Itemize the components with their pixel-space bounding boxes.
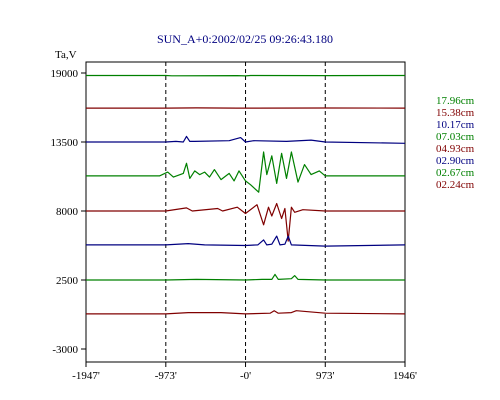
legend-item-07.03cm: 07.03cm xyxy=(436,131,475,143)
y-axis: 19000 13500 8000 2500 -3000 xyxy=(51,68,86,356)
legend-item-02.90cm: 02.90cm xyxy=(436,155,475,167)
legend-item-02.24cm: 02.24cm xyxy=(436,179,475,191)
series-layer xyxy=(86,74,406,315)
y-axis-label: Ta,V xyxy=(55,49,77,61)
y-tick-label-1: 13500 xyxy=(51,137,79,149)
x-axis: -1947' -973' -0' 973' 1946' xyxy=(72,362,417,382)
x-tick-label-2: -0' xyxy=(240,370,251,382)
x-tick-label-1: -973' xyxy=(155,370,177,382)
x-tick-label-3: 973' xyxy=(316,370,335,382)
grid-lines xyxy=(165,62,326,362)
series-line-02.90cm xyxy=(86,235,406,247)
chart-title: SUN_A+0:2002/02/25 09:26:43.180 xyxy=(157,32,333,46)
y-tick-label-2: 8000 xyxy=(56,206,79,218)
legend: 17.96cm15.38cm10.17cm07.03cm04.93cm02.90… xyxy=(436,95,475,191)
legend-item-17.96cm: 17.96cm xyxy=(436,95,475,107)
series-line-02.67cm xyxy=(86,273,405,281)
legend-item-04.93cm: 04.93cm xyxy=(436,143,475,155)
y-tick-label-0: 19000 xyxy=(51,68,79,80)
legend-item-02.67cm: 02.67cm xyxy=(436,167,475,179)
x-tick-label-4: 1946' xyxy=(393,370,417,382)
legend-item-15.38cm: 15.38cm xyxy=(436,107,475,119)
series-line-04.93cm xyxy=(86,202,405,242)
x-tick-label-0: -1947' xyxy=(72,370,100,382)
y-tick-label-4: -3000 xyxy=(52,344,78,356)
y-tick-label-3: 2500 xyxy=(56,275,79,287)
legend-item-10.17cm: 10.17cm xyxy=(436,119,475,131)
series-line-02.24cm xyxy=(86,310,406,315)
series-line-10.17cm xyxy=(86,135,406,144)
series-line-07.03cm xyxy=(86,151,405,193)
